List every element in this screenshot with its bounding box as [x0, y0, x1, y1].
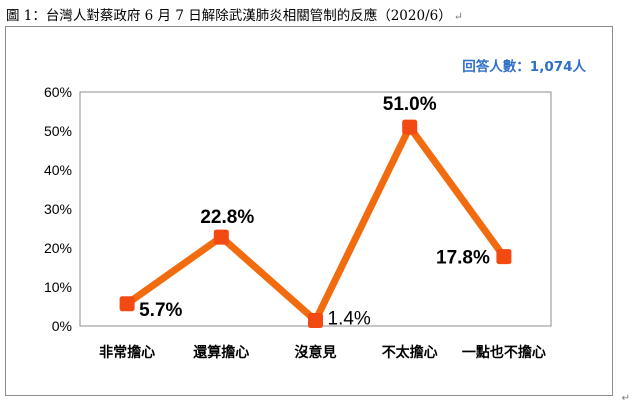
x-category-label: 沒意見	[295, 344, 337, 361]
corner-mark: ↵	[621, 393, 630, 404]
x-axis-categories: 非常擔心 還算擔心 沒意見 不太擔心 一點也不擔心	[99, 344, 546, 361]
data-point-marker	[308, 313, 323, 329]
y-tick-label: 30%	[44, 201, 72, 217]
data-label: 22.8%	[200, 207, 254, 228]
x-category-label: 非常擔心	[99, 344, 155, 361]
chart-frame: 0% 10% 20% 30% 40% 50% 60% 非常擔心 還算擔心 沒意見 不太擔心 一點也不…	[5, 26, 613, 396]
line-chart: 0% 10% 20% 30% 40% 50% 60% 非常擔心 還算擔心 沒意見 不太擔心 一點也不…	[44, 58, 587, 361]
series-markers	[119, 119, 512, 329]
data-label: 17.8%	[436, 248, 490, 269]
respondent-count: 回答人數：1,074人	[462, 58, 586, 75]
x-category-label: 不太擔心	[382, 344, 438, 361]
data-label: 5.7%	[139, 300, 182, 321]
data-label: 51.0%	[383, 94, 437, 115]
series-polyline	[123, 123, 508, 325]
paragraph-mark: ↵	[453, 10, 463, 23]
data-point-marker	[119, 296, 135, 312]
data-label: 1.4%	[328, 309, 371, 330]
x-category-label: 一點也不擔心	[462, 344, 546, 361]
y-tick-label: 10%	[44, 279, 72, 295]
x-category-label: 還算擔心	[193, 344, 249, 361]
y-tick-label: 20%	[44, 240, 72, 256]
y-tick-label: 50%	[44, 123, 72, 139]
y-tick-label: 60%	[44, 84, 72, 100]
series-line	[123, 123, 508, 325]
y-axis-ticks: 0% 10% 20% 30% 40% 50% 60%	[44, 84, 72, 334]
data-point-marker	[402, 119, 418, 135]
data-point-marker	[213, 229, 229, 245]
figure-title-text: 圖 1：台灣人對蔡政府 6 月 7 日解除武漢肺炎相關管制的反應（2020/6）	[6, 8, 452, 24]
data-labels: 5.7% 22.8% 1.4% 51.0% 17.8%	[139, 94, 490, 329]
figure-title: 圖 1：台灣人對蔡政府 6 月 7 日解除武漢肺炎相關管制的反應（2020/6）…	[6, 4, 463, 24]
y-tick-label: 40%	[44, 162, 72, 178]
data-point-marker	[496, 249, 512, 265]
y-tick-label: 0%	[52, 318, 72, 334]
